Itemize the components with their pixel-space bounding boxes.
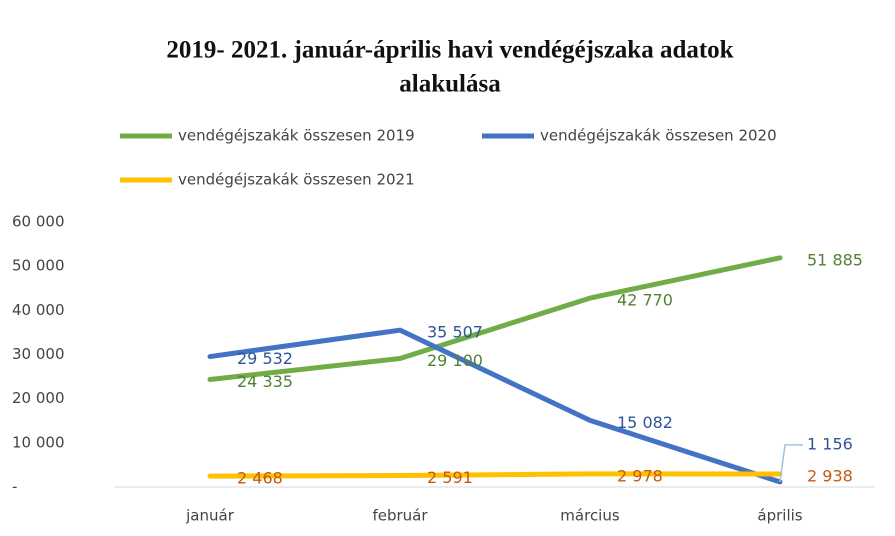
y-tick-label: 60 000: [12, 213, 65, 231]
chart-title: 2019- 2021. január-április havi vendégéj…: [166, 37, 733, 64]
series-line: [207, 471, 783, 479]
series-line: [207, 327, 783, 485]
x-tick-label: február: [372, 507, 428, 525]
y-tick-label: 40 000: [12, 301, 65, 319]
chart-title: alakulása: [399, 71, 501, 98]
y-tick-label: -: [12, 478, 17, 496]
data-label: 15 082: [617, 413, 673, 432]
x-tick-label: január: [185, 507, 235, 525]
y-tick-label: 50 000: [12, 257, 65, 275]
x-tick-label: április: [757, 507, 802, 525]
data-label: 24 335: [237, 372, 293, 391]
legend-label: vendégéjszakák összesen 2020: [540, 127, 777, 145]
y-tick-label: 10 000: [12, 433, 65, 451]
y-tick-label: 30 000: [12, 345, 65, 363]
data-label: 29 100: [427, 351, 483, 370]
data-label: 42 770: [617, 291, 673, 310]
legend-label: vendégéjszakák összesen 2019: [178, 127, 415, 145]
x-tick-label: március: [560, 507, 620, 525]
y-tick-label: 20 000: [12, 389, 65, 407]
leader-line: [779, 444, 803, 482]
legend-label: vendégéjszakák összesen 2021: [178, 171, 415, 189]
data-label: 2 978: [617, 466, 663, 485]
data-label: 51 885: [807, 250, 863, 269]
series-line: [207, 255, 783, 383]
data-label: 1 156: [807, 434, 853, 453]
data-label: 2 591: [427, 468, 473, 487]
data-label: 2 938: [807, 467, 853, 486]
data-label: 29 532: [237, 349, 293, 368]
data-label: 35 507: [427, 323, 483, 342]
data-label: 2 468: [237, 469, 283, 488]
